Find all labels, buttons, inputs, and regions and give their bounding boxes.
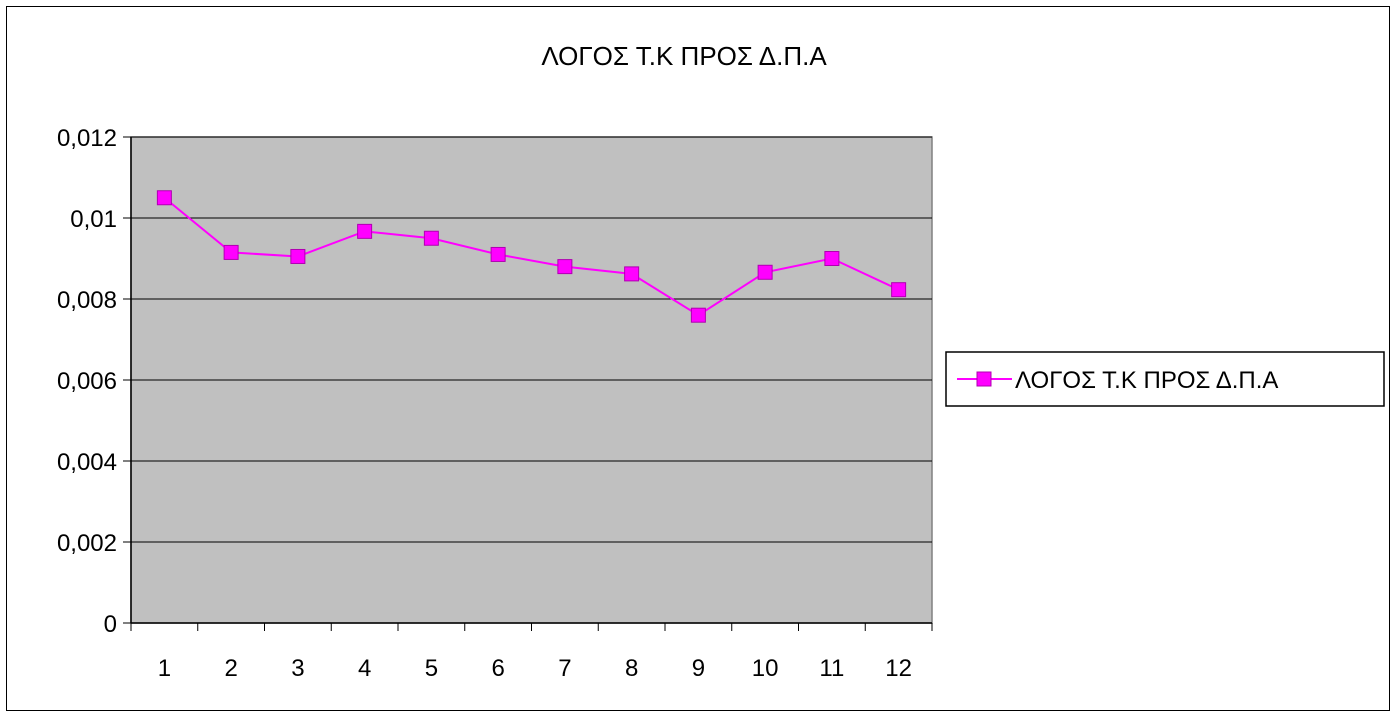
x-tick-label: 3 (291, 655, 304, 682)
x-tick-label: 5 (425, 655, 438, 682)
y-tick-label: 0 (104, 611, 117, 638)
y-tick-label: 0,012 (57, 125, 117, 152)
x-tick-label: 8 (625, 655, 638, 682)
chart-title: ΛΟΓΟΣ Τ.Κ ΠΡΟΣ Δ.Π.Α (541, 41, 827, 71)
data-point-marker (757, 264, 773, 280)
data-point-marker (557, 259, 573, 275)
data-point-marker (624, 266, 640, 282)
data-point-marker (357, 223, 373, 239)
line-chart: ΛΟΓΟΣ Τ.Κ ΠΡΟΣ Δ.Π.Α 0 0,002 0,004 0,006 0,0… (57, 41, 1385, 682)
y-tick-label: 0,006 (57, 368, 117, 395)
x-tick-label: 1 (158, 655, 171, 682)
legend: ΛΟΓΟΣ Τ.Κ ΠΡΟΣ Δ.Π.Α (945, 351, 1385, 407)
y-tick-label: 0,008 (57, 287, 117, 314)
legend-square-marker (976, 371, 992, 387)
x-tick-label: 6 (491, 655, 504, 682)
x-tick-label: 2 (224, 655, 237, 682)
x-tick-label: 7 (558, 655, 571, 682)
legend-box (945, 351, 1385, 407)
y-tick-label: 0,01 (70, 206, 117, 233)
x-tick-label: 9 (692, 655, 705, 682)
x-tick-label: 11 (819, 655, 844, 682)
x-tick-label: 12 (885, 655, 912, 682)
data-point-marker (156, 190, 172, 206)
data-point-marker (891, 282, 907, 298)
data-point-marker (490, 246, 506, 262)
y-tick-label: 0,004 (57, 449, 117, 476)
x-tick-label: 10 (752, 655, 779, 682)
legend-label: ΛΟΓΟΣ Τ.Κ ΠΡΟΣ Δ.Π.Α (1015, 367, 1278, 394)
data-point-marker (290, 248, 306, 264)
y-tick-label: 0,002 (57, 530, 117, 557)
chart-area: ΛΟΓΟΣ Τ.Κ ΠΡΟΣ Δ.Π.Α 0 0,002 0,004 0,006 0,0… (6, 6, 1390, 711)
data-point-marker (223, 244, 239, 260)
series-line (163, 196, 900, 317)
data-point-marker (690, 307, 706, 323)
data-point-marker (824, 251, 840, 266)
data-point-marker (423, 230, 439, 246)
x-tick-label: 4 (358, 655, 371, 682)
